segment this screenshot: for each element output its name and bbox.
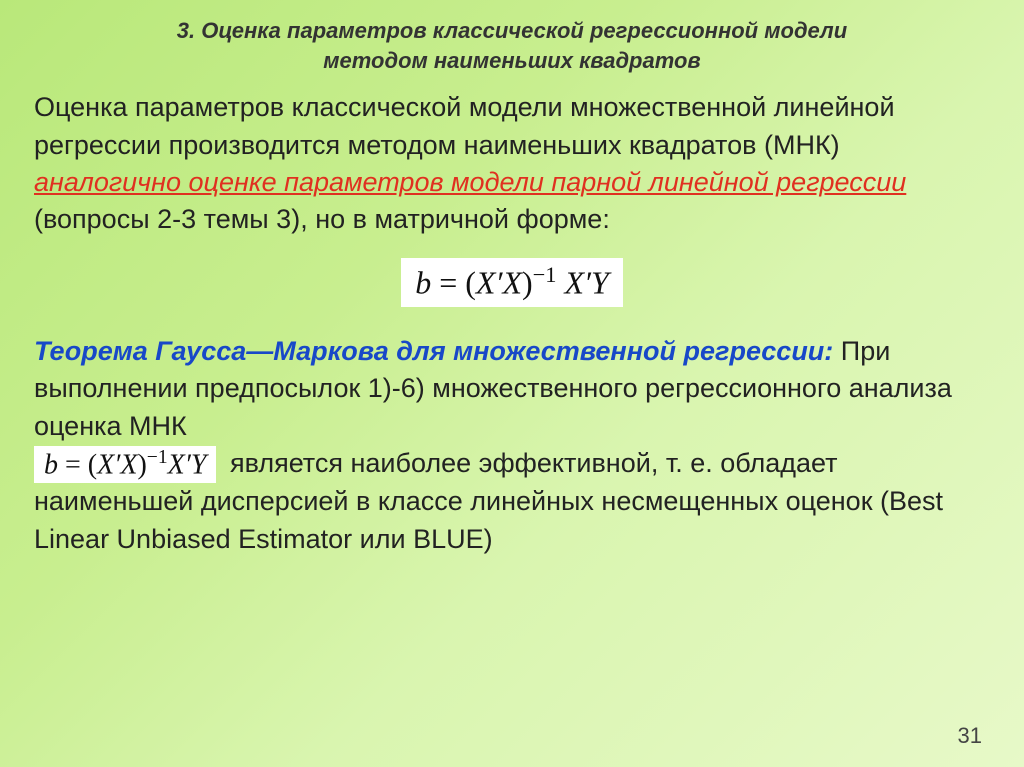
para1-part-b: (вопросы 2-3 темы 3), но в матричной фор… — [34, 204, 610, 234]
slide: 3. Оценка параметров классической регрес… — [0, 0, 1024, 767]
para1-part-a: Оценка параметров классической модели мн… — [34, 92, 895, 159]
theorem-label: Теорема Гаусса—Маркова для множественной… — [34, 336, 833, 366]
formula-main: b = (X′X)−1 X′Y — [401, 258, 623, 307]
slide-title: 3. Оценка параметров классической регрес… — [74, 16, 950, 75]
page-number: 31 — [958, 723, 982, 749]
formula-display-row: b = (X′X)−1 X′Y — [34, 258, 990, 307]
title-line-1: 3. Оценка параметров классической регрес… — [177, 18, 847, 43]
formula-inline: b = (X′X)−1X′Y — [34, 446, 216, 483]
theorem-paragraph: Теорема Гаусса—Маркова для множественной… — [34, 333, 990, 558]
para1-red-emphasis: аналогично оценке параметров модели парн… — [34, 167, 906, 197]
title-line-2: методом наименьших квадратов — [323, 48, 700, 73]
paragraph-1: Оценка параметров классической модели мн… — [34, 89, 990, 238]
